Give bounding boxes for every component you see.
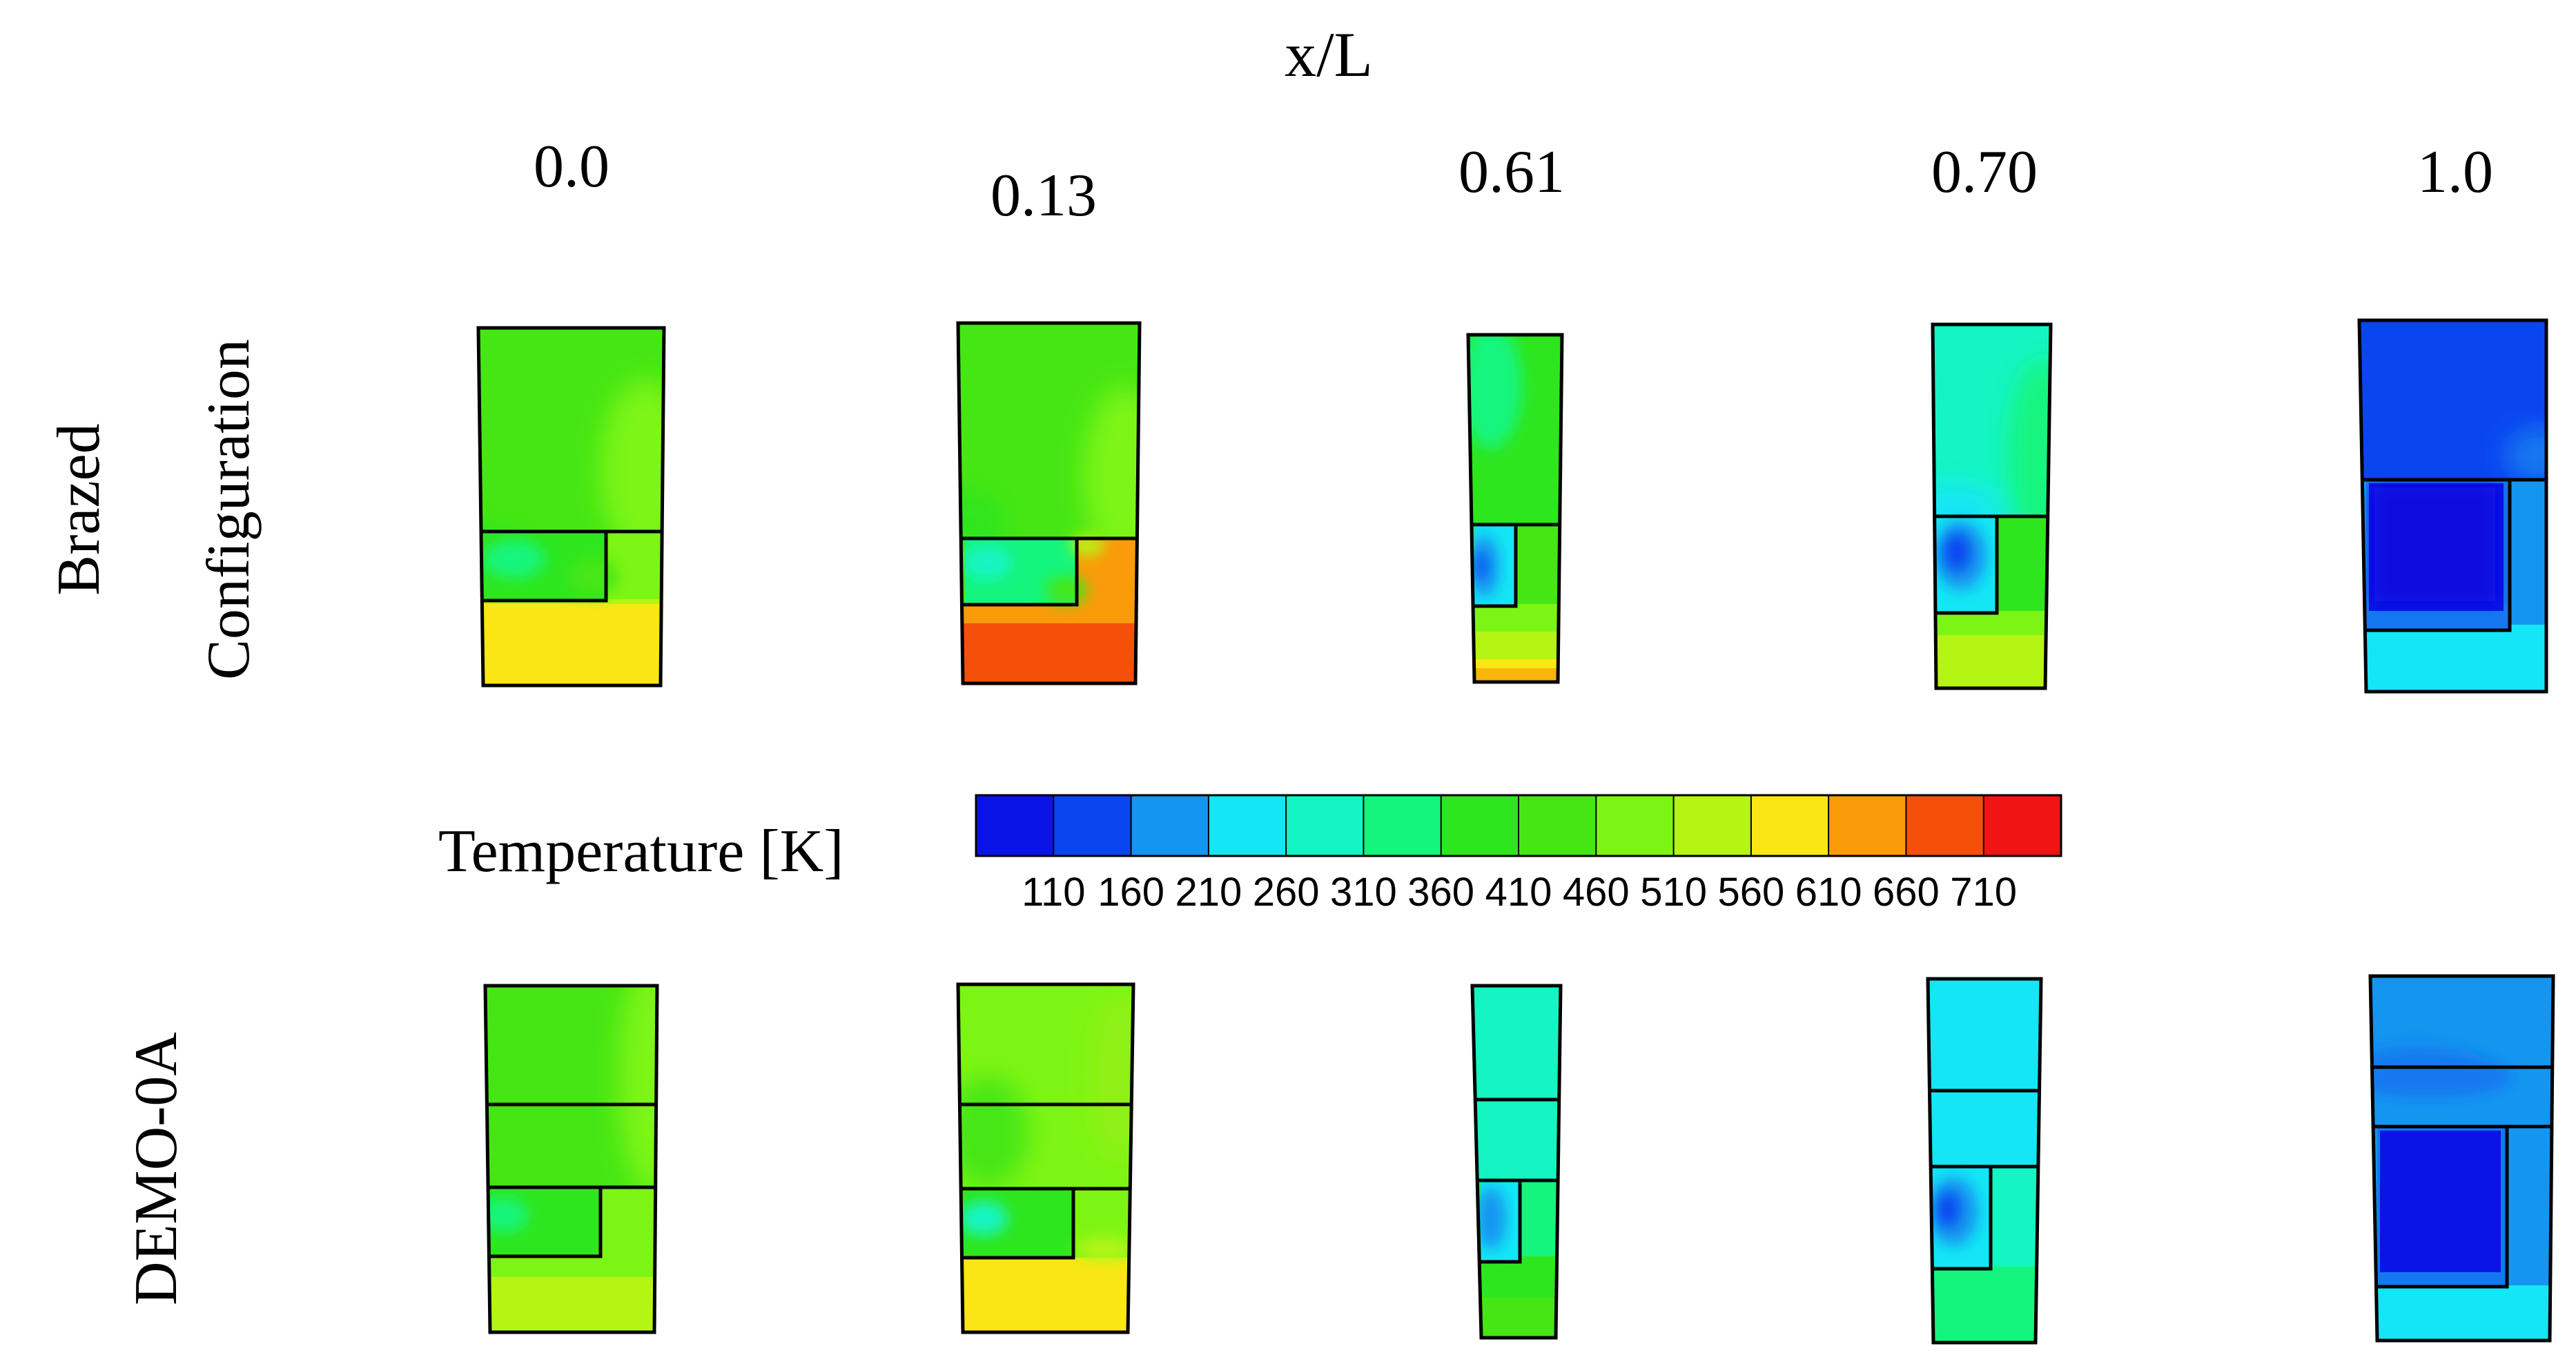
legend-tick-label: 360 [1407,870,1474,915]
row-label-demo-0a: DEMO-0A [123,1032,190,1305]
position-label: 1.0 [2417,139,2493,206]
contour-demo-1.0 [2368,974,2555,1343]
legend-swatch [1440,795,1520,857]
axis-title: x/L [1285,19,1373,90]
contour-brazed-0.13 [956,321,1142,685]
legend-tick-label: 510 [1640,870,1707,915]
legend-swatch [1672,795,1753,857]
contour-brazed-0.0 [476,326,666,688]
position-label: 0.70 [1931,139,2038,206]
legend-swatch [1905,795,1985,857]
contour-demo-0.70 [1926,977,2043,1345]
legend-tick-label: 710 [1950,870,2017,915]
legend-swatch [1285,795,1365,857]
legend-swatch [1750,795,1830,857]
legend-title: Temperature [K] [438,818,844,885]
contour-demo-0.13 [956,982,1135,1334]
legend-outline [975,794,2062,857]
row-label-configuration: Configuration [195,339,262,680]
legend-tick-label: 310 [1330,870,1397,915]
contour-brazed-0.61 [1466,333,1564,684]
contour-demo-0.61 [1470,984,1563,1340]
legend-tick-label: 410 [1485,870,1552,915]
legend-swatch [975,795,1055,857]
legend-swatch [1363,795,1443,857]
legend-tick-label: 210 [1175,870,1242,915]
legend-tick-label: 460 [1563,870,1630,915]
legend-colorbar [975,794,2062,857]
legend-tick-label: 610 [1795,870,1862,915]
position-label: 0.0 [534,133,609,200]
contour-brazed-1.0 [2357,318,2548,694]
legend-ticks: 110 160 210 260 310 360 410 460 510 560 610 660 710 [1022,870,2017,915]
row-label-brazed: Brazed [46,423,113,595]
legend-swatch [1595,795,1675,857]
legend-tick-label: 560 [1718,870,1785,915]
legend-tick-label: 160 [1097,870,1164,915]
legend-swatch [1130,795,1210,857]
legend-swatch [1207,795,1287,857]
legend-tick-label: 260 [1253,870,1320,915]
position-label: 0.13 [991,162,1097,229]
legend-swatch [1518,795,1597,857]
legend-tick-label: 110 [1022,870,1085,915]
contour-demo-0.0 [483,984,659,1334]
legend-tick-label: 660 [1873,870,1940,915]
position-label: 0.61 [1458,139,1565,206]
legend-swatch [1982,795,2062,857]
legend-swatch [1053,795,1133,857]
contour-brazed-0.70 [1931,322,2053,690]
legend-swatch [1828,795,1907,857]
